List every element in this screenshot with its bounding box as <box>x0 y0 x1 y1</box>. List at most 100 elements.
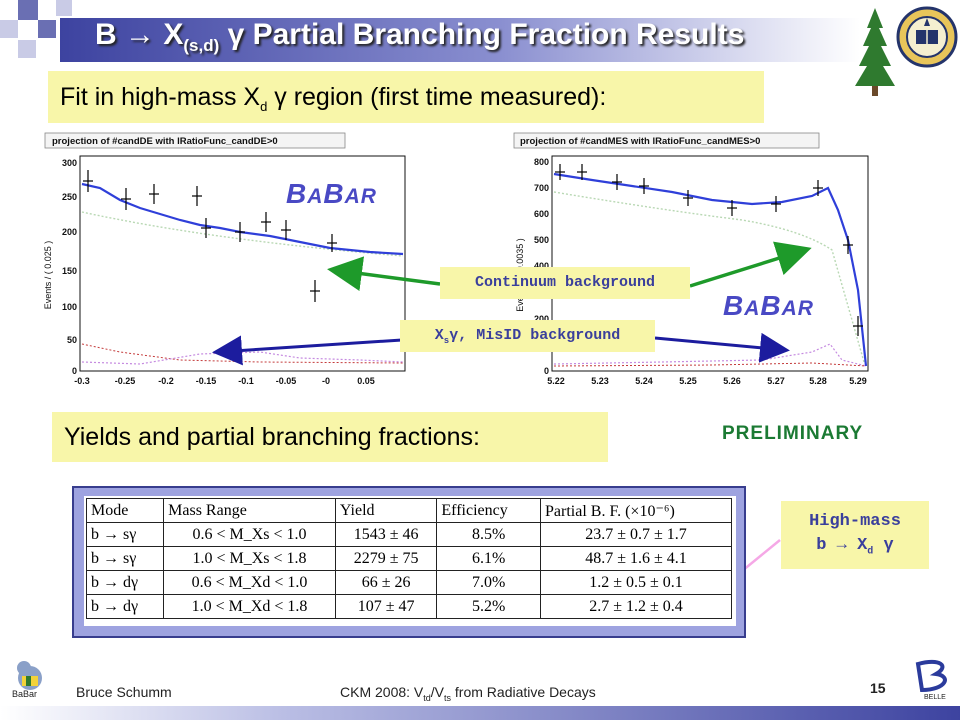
table-row: b → dγ 1.0 < M_Xd < 1.8 107 ± 47 5.2% 2.… <box>85 594 732 619</box>
table-cell: b → sγ <box>85 546 165 571</box>
column-header: Mode <box>85 498 165 523</box>
table-cell: 6.1% <box>436 546 542 571</box>
plot-title: projection of #candDE with lRatioFunc_ca… <box>52 136 278 147</box>
corner-square <box>18 0 38 20</box>
y-tick-label: 700 <box>534 183 549 193</box>
continuum-arrow-right <box>689 241 812 288</box>
x-tick-label: 5.25 <box>679 376 697 386</box>
results-table: Mode Mass Range Yield Efficiency Partial… <box>85 498 732 619</box>
continuum-arrow-left <box>327 256 441 292</box>
table-cell: 0.6 < M_Xs < 1.0 <box>163 522 336 547</box>
slide-title: B → X(s,d) γ Partial Branching Fraction … <box>95 18 745 55</box>
x-tick-label: -0.1 <box>238 376 254 386</box>
table-cell: 5.2% <box>436 594 542 619</box>
table-cell: b → dγ <box>85 570 165 595</box>
xsgamma-curve <box>553 343 867 367</box>
table-cell: 23.7 ± 0.7 ± 1.7 <box>540 522 732 547</box>
title-bar <box>60 18 860 62</box>
table-row: b → sγ 0.6 < M_Xs < 1.0 1543 ± 46 8.5% 2… <box>85 522 732 547</box>
y-tick-label: 250 <box>62 192 77 202</box>
y-tick-label: 400 <box>534 261 549 271</box>
x-tick-label: 5.28 <box>809 376 827 386</box>
y-tick-label: 200 <box>62 227 77 237</box>
x-tick-label: -0.2 <box>158 376 174 386</box>
corner-square <box>56 0 72 16</box>
table-cell: 1.2 ± 0.5 ± 0.1 <box>540 570 732 595</box>
table-cell: 66 ± 26 <box>334 570 438 595</box>
corner-square <box>0 20 18 38</box>
misid-curve <box>81 343 404 364</box>
belle-logo <box>915 659 947 693</box>
footer-bar <box>0 706 960 720</box>
belle-small-label: BELLE <box>924 694 946 701</box>
babar-small-label: BaBar <box>12 689 38 699</box>
table-cell: 2.7 ± 1.2 ± 0.4 <box>540 594 732 619</box>
x-tick-label: -0.3 <box>74 376 90 386</box>
table-cell: 48.7 ± 1.6 ± 4.1 <box>540 546 732 571</box>
y-tick-label: 0 <box>72 366 77 376</box>
x-tick-label: 5.24 <box>635 376 653 386</box>
data-points <box>555 164 863 336</box>
babar-elephant-icon <box>17 661 42 690</box>
column-header: Yield <box>334 498 438 523</box>
y-axis-label: Events / ( 0.025 ) <box>43 241 53 310</box>
continuum-background-callout: Continuum background <box>440 267 690 299</box>
x-tick-label: 5.22 <box>547 376 565 386</box>
table-cell: 2279 ± 75 <box>334 546 438 571</box>
corner-square <box>38 20 56 38</box>
y-tick-label: 200 <box>534 314 549 324</box>
table-cell: 107 ± 47 <box>334 594 438 619</box>
babar-logo: BABAR <box>286 178 377 209</box>
table-cell: 1.0 < M_Xs < 1.8 <box>163 546 336 571</box>
y-tick-label: 50 <box>67 335 77 345</box>
preliminary-label: PRELIMINARY <box>722 423 864 444</box>
x-tick-label: 5.23 <box>591 376 609 386</box>
column-header: Mass Range <box>163 498 336 523</box>
x-tick-label: 0.05 <box>357 376 375 386</box>
y-tick-label: 800 <box>534 157 549 167</box>
table-row: b → sγ 1.0 < M_Xs < 1.8 2279 ± 75 6.1% 4… <box>85 546 732 571</box>
y-tick-label: 0 <box>544 366 549 376</box>
table-row: b → dγ 0.6 < M_Xd < 1.0 66 ± 26 7.0% 1.2… <box>85 570 732 595</box>
data-points <box>83 170 337 302</box>
xsgamma-misid-callout: Xsγ, MisID background <box>400 320 655 352</box>
page-number: 15 <box>870 680 886 696</box>
table-cell: b → dγ <box>85 594 165 619</box>
yields-heading: Yields and partial branching fractions: <box>52 412 608 462</box>
conference-title: CKM 2008: Vtd/Vts from Radiative Decays <box>340 684 596 703</box>
high-mass-xd-callout: High-mass b → Xd γ <box>781 501 929 569</box>
total-fit-curve <box>81 182 404 256</box>
table-cell: 1543 ± 46 <box>334 522 438 547</box>
y-tick-label: 300 <box>62 158 77 168</box>
table-cell: 0.6 < M_Xd < 1.0 <box>163 570 336 595</box>
y-tick-label: 600 <box>534 209 549 219</box>
university-seal-logo <box>896 6 958 68</box>
x-tick-label: -0.25 <box>115 376 136 386</box>
author-name: Bruce Schumm <box>76 684 172 700</box>
x-tick-label: -0 <box>322 376 330 386</box>
table-cell: 1.0 < M_Xd < 1.8 <box>163 594 336 619</box>
subtitle-box: Fit in high-mass Xd γ region (first time… <box>48 71 764 123</box>
y-tick-label: 500 <box>534 235 549 245</box>
babar-logo: BABAR <box>723 290 814 321</box>
column-header: Efficiency <box>436 498 542 523</box>
corner-square <box>18 40 36 58</box>
xsgamma-arrow-right <box>654 332 790 363</box>
tree-logo <box>855 8 895 96</box>
x-tick-label: 5.29 <box>849 376 867 386</box>
x-tick-label: 5.27 <box>767 376 785 386</box>
xsgamma-arrow-left <box>212 335 403 366</box>
plot-title: projection of #candMES with lRatioFunc_c… <box>520 136 760 147</box>
x-tick-label: -0.05 <box>276 376 297 386</box>
table-cell: 8.5% <box>436 522 542 547</box>
y-tick-label: 100 <box>62 302 77 312</box>
continuum-curve <box>553 191 865 363</box>
column-header: Partial B. F. (×10⁻⁶) <box>540 498 732 523</box>
misid-curve <box>553 362 867 367</box>
table-cell: b → sγ <box>85 522 165 547</box>
x-tick-label: -0.15 <box>196 376 217 386</box>
x-tick-label: 5.26 <box>723 376 741 386</box>
table-header-row: Mode Mass Range Yield Efficiency Partial… <box>85 498 732 523</box>
table-cell: 7.0% <box>436 570 542 595</box>
y-tick-label: 150 <box>62 266 77 276</box>
